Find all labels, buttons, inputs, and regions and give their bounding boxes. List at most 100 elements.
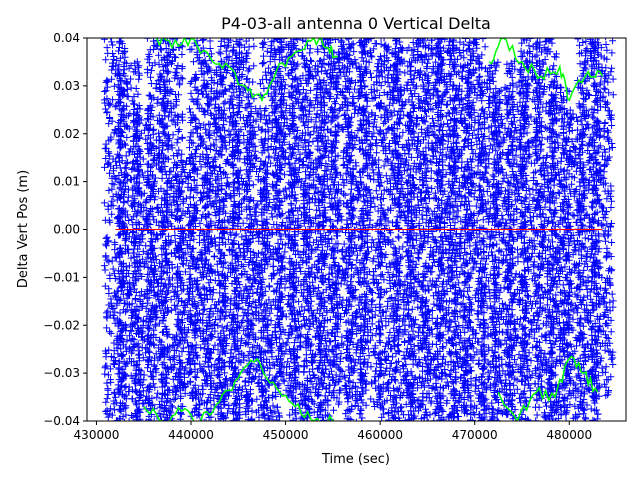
data-point (102, 56, 110, 64)
data-point (106, 365, 114, 373)
data-point (118, 270, 126, 278)
data-point (101, 163, 108, 171)
data-point (116, 137, 124, 145)
data-point (107, 329, 115, 337)
data-point (284, 334, 292, 342)
data-point (110, 314, 118, 322)
data-point (104, 205, 112, 213)
data-point (222, 145, 230, 153)
data-point (111, 270, 118, 278)
data-point (124, 158, 132, 166)
data-point (110, 400, 118, 408)
data-point (176, 415, 184, 421)
data-point (307, 101, 315, 109)
data-point (303, 298, 311, 306)
data-point (111, 292, 119, 300)
data-point (301, 62, 309, 70)
data-point (111, 174, 119, 182)
data-point (178, 51, 186, 58)
data-point (116, 328, 124, 336)
data-point (105, 186, 113, 194)
data-point (116, 418, 117, 421)
data-point (111, 308, 119, 316)
data-point (102, 242, 110, 250)
data-point (119, 50, 127, 57)
data-point (123, 418, 125, 421)
data-point (101, 370, 109, 378)
data-point (112, 393, 119, 401)
data-point (102, 398, 110, 406)
data-point (105, 258, 113, 266)
data-point (102, 105, 109, 113)
data-point (210, 253, 218, 261)
data-point (100, 38, 108, 43)
data-point (267, 317, 275, 325)
data-point (115, 47, 122, 55)
data-point (135, 75, 143, 83)
data-point (105, 159, 113, 167)
data-point (106, 410, 114, 418)
data-point (103, 314, 111, 322)
data-point (194, 101, 202, 109)
data-point (109, 41, 117, 49)
data-point (105, 101, 113, 109)
data-point (104, 413, 112, 421)
data-point (134, 90, 142, 98)
data-point (220, 121, 228, 129)
data-point (196, 232, 204, 240)
data-point (108, 75, 116, 83)
data-point (103, 324, 111, 332)
data-point (122, 152, 130, 160)
data-point (115, 273, 123, 281)
data-point (125, 125, 133, 133)
data-point (106, 152, 114, 160)
data-point (123, 134, 131, 141)
data-point (113, 102, 121, 110)
data-point (108, 38, 116, 46)
data-point (106, 328, 114, 336)
data-point (221, 369, 229, 377)
data-point (121, 53, 129, 61)
data-point (118, 210, 126, 218)
data-point (102, 144, 110, 152)
data-point (104, 385, 112, 393)
data-point (174, 62, 182, 70)
data-point (260, 85, 268, 92)
data-point (288, 292, 296, 300)
data-point (229, 137, 237, 144)
data-point (174, 128, 182, 135)
data-point (112, 157, 120, 165)
data-point (106, 311, 114, 319)
data-point (178, 134, 186, 142)
data-point (233, 111, 241, 118)
data-point (109, 193, 117, 201)
data-point (122, 343, 130, 351)
data-point (218, 151, 226, 159)
data-point (102, 353, 110, 361)
data-point (118, 115, 126, 123)
data-point (158, 174, 166, 182)
data-point (109, 202, 117, 210)
data-point (239, 263, 247, 270)
data-point (206, 38, 214, 45)
data-point (106, 169, 113, 177)
data-point (105, 237, 113, 245)
data-point (267, 38, 269, 41)
data-point (109, 96, 117, 104)
data-point (115, 118, 123, 126)
data-point (135, 62, 143, 70)
data-point (160, 359, 168, 367)
data-point (186, 46, 194, 54)
data-point (152, 84, 160, 92)
data-point (119, 91, 127, 99)
data-point (102, 155, 110, 162)
data-point (102, 240, 110, 248)
data-point (276, 335, 284, 343)
data-point (102, 87, 110, 95)
data-point (124, 112, 132, 120)
data-point (135, 350, 143, 358)
data-point (288, 151, 296, 159)
data-point (175, 126, 183, 134)
data-point (235, 108, 243, 115)
